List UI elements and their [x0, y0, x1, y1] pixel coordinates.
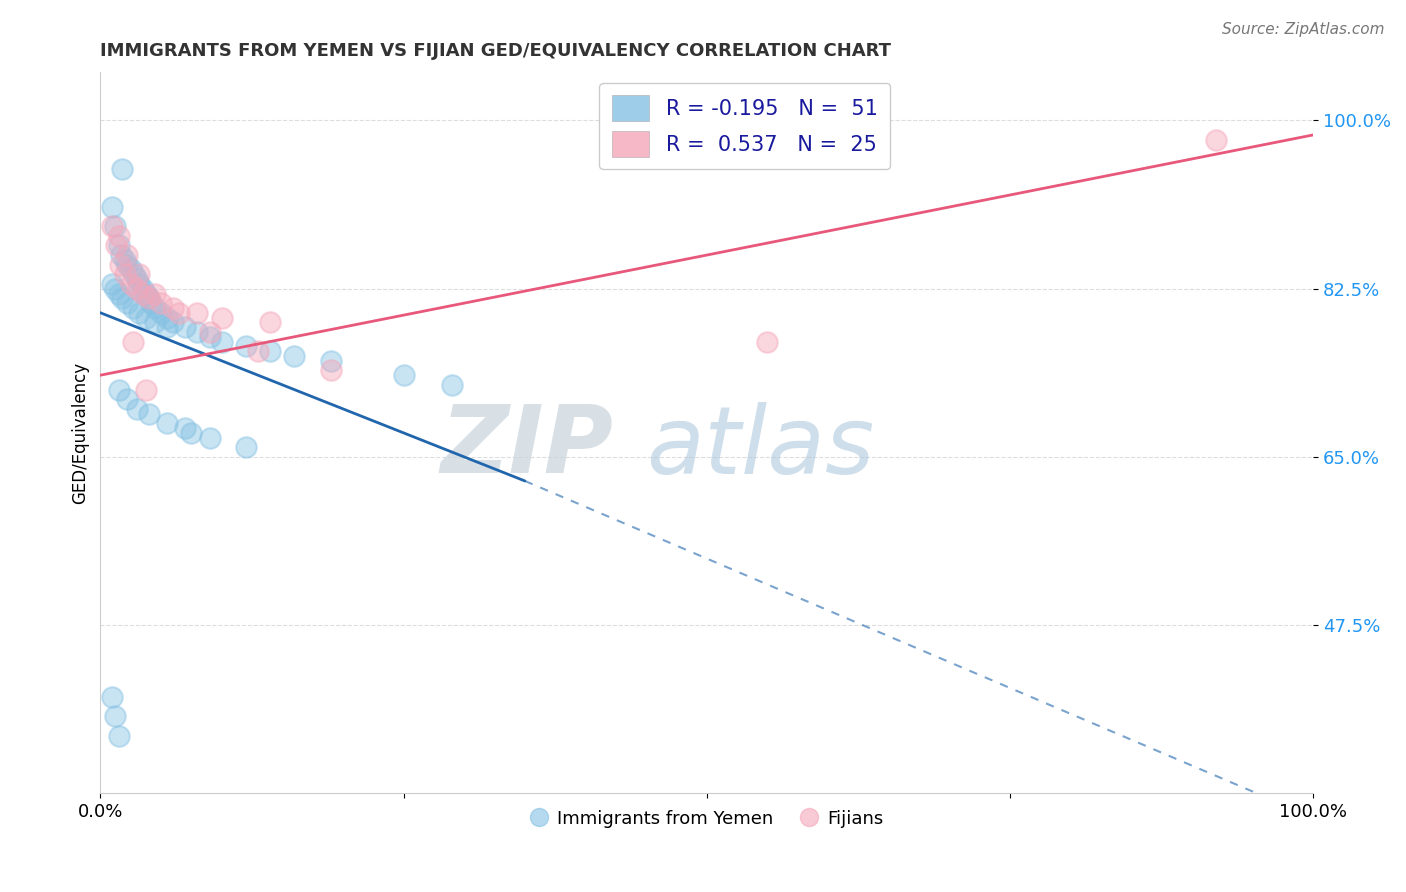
Point — [107, 383, 129, 397]
Point — [198, 325, 221, 339]
Point — [122, 334, 145, 349]
Point — [259, 315, 281, 329]
Point — [107, 286, 129, 301]
Point — [101, 219, 124, 234]
Point — [104, 219, 127, 234]
Point — [107, 238, 129, 252]
Point — [441, 377, 464, 392]
Text: atlas: atlas — [647, 401, 875, 492]
Point — [135, 383, 157, 397]
Point — [111, 291, 134, 305]
Point — [135, 286, 157, 301]
Point — [114, 267, 136, 281]
Point — [162, 315, 184, 329]
Point — [247, 344, 270, 359]
Point — [143, 286, 166, 301]
Legend: Immigrants from Yemen, Fijians: Immigrants from Yemen, Fijians — [523, 802, 891, 835]
Point — [138, 291, 160, 305]
Point — [143, 315, 166, 329]
Point — [180, 425, 202, 440]
Point — [132, 282, 155, 296]
Point — [105, 238, 128, 252]
Point — [124, 267, 146, 281]
Point — [156, 310, 179, 325]
Point — [101, 200, 124, 214]
Point — [150, 296, 173, 310]
Point — [211, 334, 233, 349]
Point — [174, 421, 197, 435]
Point — [235, 440, 257, 454]
Point — [143, 301, 166, 315]
Point — [125, 282, 148, 296]
Point — [756, 334, 779, 349]
Point — [198, 330, 221, 344]
Point — [235, 339, 257, 353]
Point — [1205, 133, 1227, 147]
Point — [128, 306, 150, 320]
Point — [156, 417, 179, 431]
Point — [115, 258, 138, 272]
Point — [125, 272, 148, 286]
Point — [132, 286, 155, 301]
Point — [392, 368, 415, 383]
Point — [115, 296, 138, 310]
Point — [138, 291, 160, 305]
Point — [138, 407, 160, 421]
Point — [111, 161, 134, 176]
Text: IMMIGRANTS FROM YEMEN VS FIJIAN GED/EQUIVALENCY CORRELATION CHART: IMMIGRANTS FROM YEMEN VS FIJIAN GED/EQUI… — [100, 42, 891, 60]
Point — [125, 401, 148, 416]
Point — [107, 228, 129, 243]
Point — [104, 709, 127, 723]
Text: Source: ZipAtlas.com: Source: ZipAtlas.com — [1222, 22, 1385, 37]
Point — [104, 282, 127, 296]
Point — [101, 277, 124, 291]
Point — [141, 296, 163, 310]
Point — [319, 363, 342, 377]
Point — [120, 277, 142, 291]
Point — [114, 252, 136, 267]
Point — [135, 310, 157, 325]
Point — [128, 277, 150, 291]
Point — [110, 248, 132, 262]
Point — [259, 344, 281, 359]
Point — [108, 258, 131, 272]
Point — [186, 325, 208, 339]
Point — [120, 262, 142, 277]
Point — [115, 248, 138, 262]
Point — [198, 431, 221, 445]
Point — [107, 729, 129, 743]
Point — [283, 349, 305, 363]
Text: ZIP: ZIP — [440, 401, 613, 493]
Point — [186, 306, 208, 320]
Point — [101, 690, 124, 705]
Point — [162, 301, 184, 315]
Point — [211, 310, 233, 325]
Point — [150, 306, 173, 320]
Point — [174, 320, 197, 334]
Point — [156, 320, 179, 334]
Y-axis label: GED/Equivalency: GED/Equivalency — [72, 362, 89, 504]
Point — [167, 306, 190, 320]
Point — [122, 301, 145, 315]
Point — [128, 267, 150, 281]
Point — [319, 353, 342, 368]
Point — [115, 392, 138, 407]
